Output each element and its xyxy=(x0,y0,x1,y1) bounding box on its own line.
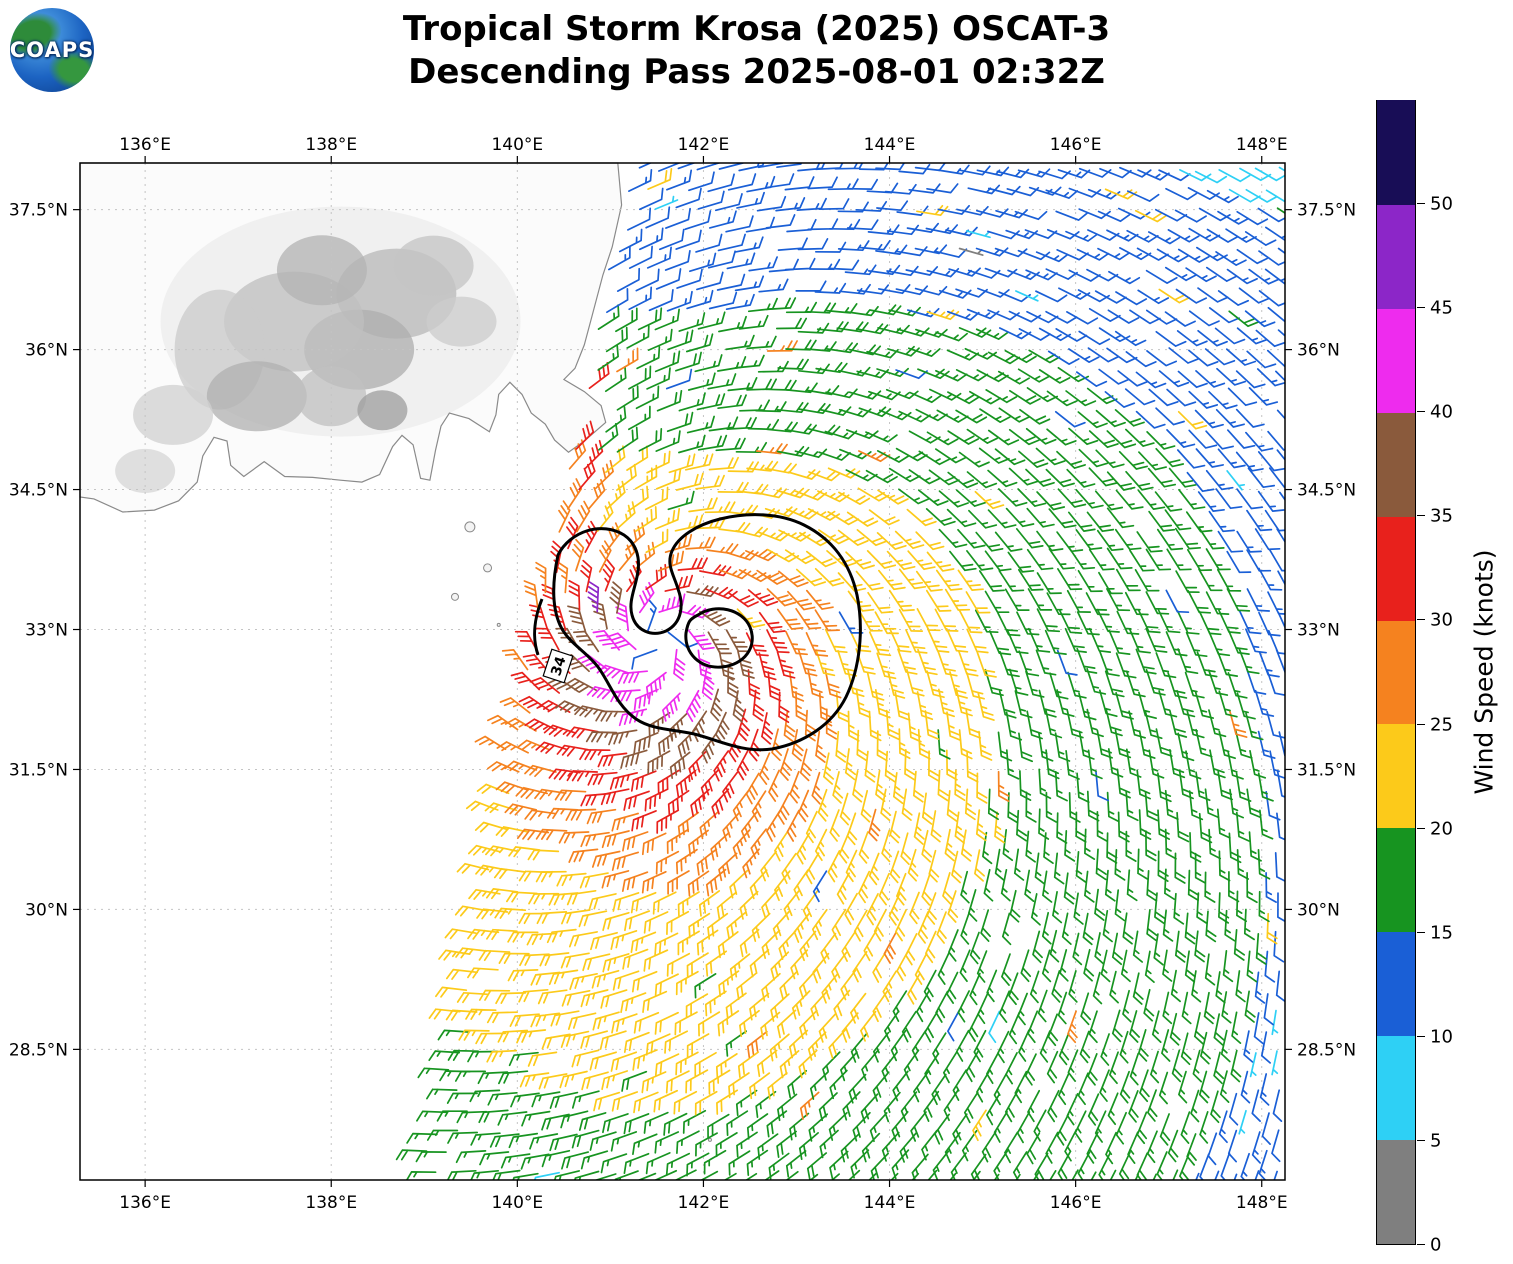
y-tick-label-right: 31.5°N xyxy=(1297,760,1356,780)
colorbar-tick xyxy=(1417,307,1425,309)
colorbar-tick-label: 35 xyxy=(1430,505,1453,527)
colorbar-tick xyxy=(1417,411,1425,413)
x-tick-label-top: 148°E xyxy=(1236,135,1288,155)
y-tick-label-right: 33°N xyxy=(1297,621,1340,641)
colorbar-tick xyxy=(1417,1244,1425,1245)
colorbar-tick xyxy=(1417,203,1425,205)
colorbar-tick-label: 40 xyxy=(1430,401,1453,423)
colorbar-tick-label: 50 xyxy=(1430,193,1453,215)
x-tick-label-bottom: 138°E xyxy=(305,1193,357,1213)
x-tick-label-top: 138°E xyxy=(305,135,357,155)
colorbar-tick xyxy=(1417,515,1425,517)
coastline xyxy=(79,162,623,513)
y-tick-label-left: 31.5°N xyxy=(9,760,68,780)
colorbar-segment-5-10 xyxy=(1377,1035,1415,1141)
x-tick-label-top: 140°E xyxy=(491,135,543,155)
colorbar-tick xyxy=(1417,1139,1425,1141)
colorbar-segment-0-5 xyxy=(1377,1139,1415,1244)
y-tick-label-right: 30°N xyxy=(1297,900,1340,920)
colorbar-segment->50 xyxy=(1377,100,1415,205)
y-tick-label-right: 36°N xyxy=(1297,341,1340,361)
coaps-logo: COAPS xyxy=(10,8,94,92)
wind-barbs xyxy=(395,163,1285,1180)
colorbar-tick xyxy=(1417,827,1425,829)
chart-title-line1: Tropical Storm Krosa (2025) OSCAT-3 xyxy=(402,9,1111,49)
y-tick-label-left: 33°N xyxy=(25,621,68,641)
colorbar-tick-label: 0 xyxy=(1430,1234,1442,1256)
colorbar-tick xyxy=(1417,931,1425,933)
colorbar-tick-label: 45 xyxy=(1430,297,1453,319)
x-tick-label-top: 144°E xyxy=(864,135,916,155)
colorbar-segment-15-20 xyxy=(1377,827,1415,933)
axes-ticks: 136°E 136°E 138°E 138°E 140°E 140°E 142°E 142°E… xyxy=(9,135,1356,1213)
y-tick-label-left: 28.5°N xyxy=(9,1040,68,1060)
x-tick-label-top: 136°E xyxy=(119,135,171,155)
colorbar-tick-label: 20 xyxy=(1430,818,1453,840)
contour-label: 34 xyxy=(542,648,574,684)
x-tick-label-top: 146°E xyxy=(1050,135,1102,155)
y-tick-label-left: 34.5°N xyxy=(9,481,68,501)
colorbar-tick-label: 5 xyxy=(1430,1130,1442,1152)
colorbar-segment-20-25 xyxy=(1377,723,1415,829)
colorbar-segment-40-45 xyxy=(1377,308,1415,413)
colorbar-segment-30-35 xyxy=(1377,516,1415,621)
colorbar-tick-label: 30 xyxy=(1430,609,1453,631)
x-tick-label-bottom: 142°E xyxy=(678,1193,730,1213)
colorbar-tick-label: 10 xyxy=(1430,1026,1453,1048)
coaps-logo-text: COAPS xyxy=(10,38,94,62)
x-tick-label-top: 142°E xyxy=(678,135,730,155)
contour-34kt xyxy=(533,513,862,752)
colorbar-segment-10-15 xyxy=(1377,931,1415,1037)
terrain-shading xyxy=(115,206,521,493)
colorbar-segment-25-30 xyxy=(1377,620,1415,725)
colorbar: 0 5 10 15 20 25 30 35 40 45 50 xyxy=(1376,100,1513,1256)
chart-title: Tropical Storm Krosa (2025) OSCAT-3 Desc… xyxy=(0,8,1513,93)
y-tick-label-left: 37.5°N xyxy=(9,201,68,221)
colorbar-segment-45-50 xyxy=(1377,204,1415,309)
islands xyxy=(450,521,712,1142)
x-tick-label-bottom: 136°E xyxy=(119,1193,171,1213)
colorbar-tick xyxy=(1417,1035,1425,1037)
x-tick-label-bottom: 146°E xyxy=(1050,1193,1102,1213)
y-tick-label-right: 37.5°N xyxy=(1297,201,1356,221)
x-tick-label-bottom: 144°E xyxy=(864,1193,916,1213)
colorbar-segment-35-40 xyxy=(1377,412,1415,517)
y-tick-label-right: 34.5°N xyxy=(1297,481,1356,501)
y-tick-label-right: 28.5°N xyxy=(1297,1040,1356,1060)
svg-text:34: 34 xyxy=(548,654,569,678)
colorbar-tick-label: 15 xyxy=(1430,922,1453,944)
colorbar-bar xyxy=(1376,100,1416,1245)
colorbar-tick-label: 25 xyxy=(1430,714,1453,736)
colorbar-title: Wind Speed (knots) xyxy=(1469,549,1499,795)
plot-border xyxy=(79,162,1286,1181)
wind-barb-map: 34 136°E 136°E 138°E 138°E 140°E 140°E 142°E 142… xyxy=(9,135,1356,1213)
y-tick-label-left: 30°N xyxy=(25,900,68,920)
x-tick-label-bottom: 140°E xyxy=(491,1193,543,1213)
colorbar-tick xyxy=(1417,619,1425,621)
x-tick-label-bottom: 148°E xyxy=(1236,1193,1288,1213)
chart-title-line2: Descending Pass 2025-08-01 02:32Z xyxy=(408,51,1105,92)
colorbar-tick xyxy=(1417,723,1425,725)
y-tick-label-left: 36°N xyxy=(25,341,68,361)
